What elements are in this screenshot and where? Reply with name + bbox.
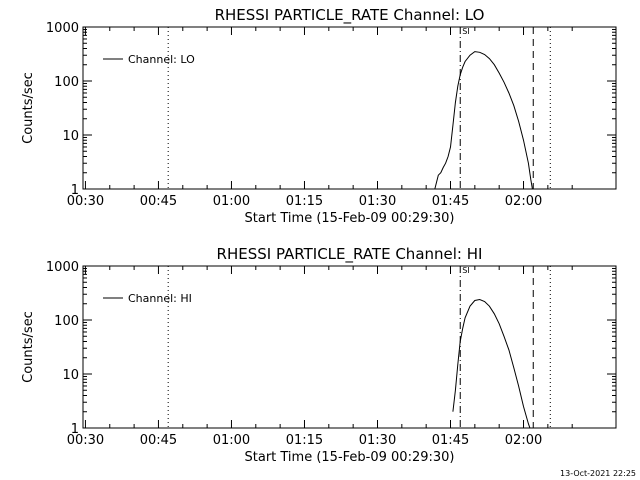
x-tick-label: 01:45 bbox=[432, 194, 469, 209]
x-tick-label: 00:45 bbox=[140, 433, 177, 448]
marker-label: SI bbox=[462, 266, 469, 275]
x-tick-label: 01:15 bbox=[286, 194, 323, 209]
x-axis-label: Start Time (15-Feb-09 00:29:30) bbox=[245, 450, 455, 465]
plot-frame bbox=[82, 26, 617, 190]
x-tick-label: 01:45 bbox=[432, 433, 469, 448]
data-series-line bbox=[434, 51, 533, 189]
y-tick-label: 1000 bbox=[46, 260, 79, 275]
x-tick-label: 01:00 bbox=[213, 433, 250, 448]
y-axis-label: Counts/sec bbox=[21, 72, 36, 144]
y-tick-label: 10 bbox=[62, 368, 79, 383]
x-tick-label: 02:00 bbox=[505, 433, 542, 448]
plot-frame bbox=[82, 265, 617, 429]
y-tick-label: 1 bbox=[71, 183, 79, 198]
generation-timestamp: 13-Oct-2021 22:25 bbox=[560, 469, 636, 478]
marker-label: SI bbox=[462, 27, 469, 36]
x-tick-label: 01:15 bbox=[286, 433, 323, 448]
y-tick-label: 1000 bbox=[46, 21, 79, 36]
x-tick-label: 00:30 bbox=[67, 433, 104, 448]
x-tick-label: 01:00 bbox=[213, 194, 250, 209]
x-tick-label: 02:00 bbox=[505, 194, 542, 209]
x-tick-label: 01:30 bbox=[359, 194, 396, 209]
y-tick-label: 100 bbox=[54, 75, 79, 90]
chart-title: RHESSI PARTICLE_RATE Channel: HI bbox=[217, 245, 483, 264]
data-series-line bbox=[452, 298, 531, 428]
x-axis-label: Start Time (15-Feb-09 00:29:30) bbox=[245, 211, 455, 226]
y-tick-label: 1 bbox=[71, 422, 79, 437]
x-tick-label: 00:30 bbox=[67, 194, 104, 209]
y-axis-label: Counts/sec bbox=[21, 311, 36, 383]
y-tick-label: 10 bbox=[62, 129, 79, 144]
legend-entry: Channel: LO bbox=[128, 53, 195, 66]
y-tick-label: 100 bbox=[54, 314, 79, 329]
legend-entry: Channel: HI bbox=[128, 292, 192, 305]
chart-title: RHESSI PARTICLE_RATE Channel: LO bbox=[215, 6, 485, 25]
x-tick-label: 01:30 bbox=[359, 433, 396, 448]
x-tick-label: 00:45 bbox=[140, 194, 177, 209]
